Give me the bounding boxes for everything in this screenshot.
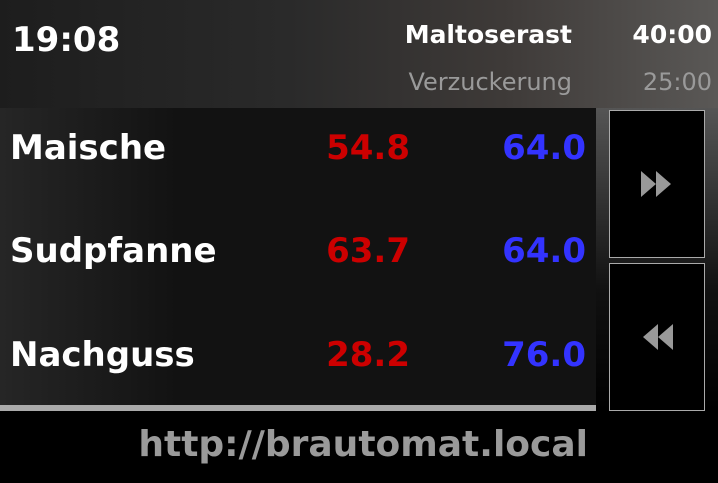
- target-temp: 64.0: [502, 231, 586, 271]
- row-label: Nachguss: [10, 335, 195, 375]
- temperature-table: Maische 54.8 64.0 Sudpfanne 63.7 64.0 Na…: [0, 108, 596, 405]
- progress-divider: [0, 405, 596, 411]
- clock: 19:08: [12, 20, 121, 60]
- url-link[interactable]: http://brautomat.local: [138, 424, 588, 465]
- target-temp: 64.0: [502, 128, 586, 168]
- actual-temp: 63.7: [326, 231, 410, 271]
- current-step-time: 40:00: [632, 20, 712, 49]
- row-label: Sudpfanne: [10, 231, 217, 271]
- current-step: Maltoserast: [404, 20, 572, 49]
- row-label: Maische: [10, 128, 167, 168]
- rewind-icon: [643, 324, 673, 350]
- target-temp: 76.0: [502, 335, 586, 375]
- actual-temp: 54.8: [326, 128, 410, 168]
- next-step: Verzuckerung: [408, 68, 572, 96]
- next-step-button[interactable]: [609, 110, 705, 258]
- table-row: Maische 54.8 64.0: [0, 128, 596, 178]
- actual-temp: 28.2: [326, 335, 410, 375]
- table-row: Nachguss 28.2 76.0: [0, 335, 596, 385]
- next-step-time: 25:00: [642, 68, 712, 96]
- fast-forward-icon: [641, 171, 671, 197]
- table-row: Sudpfanne 63.7 64.0: [0, 231, 596, 281]
- previous-step-button[interactable]: [609, 263, 705, 411]
- header: 19:08 Maltoserast 40:00 Verzuckerung 25:…: [0, 0, 718, 108]
